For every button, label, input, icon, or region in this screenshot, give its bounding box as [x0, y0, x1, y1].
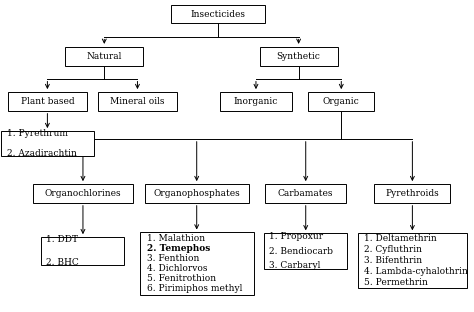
FancyBboxPatch shape [358, 233, 467, 288]
Text: 1. Pyrethrum: 1. Pyrethrum [7, 129, 68, 138]
Text: Organophosphates: Organophosphates [153, 189, 240, 198]
Text: 3. Fenthion: 3. Fenthion [146, 254, 199, 263]
Text: 1. Propoxur: 1. Propoxur [269, 232, 323, 241]
FancyBboxPatch shape [265, 184, 346, 203]
FancyBboxPatch shape [41, 237, 124, 265]
Text: Organochlorines: Organochlorines [45, 189, 121, 198]
Text: 5. Fenitrothion: 5. Fenitrothion [146, 274, 216, 283]
Text: 2. BHC: 2. BHC [46, 258, 79, 267]
Text: Synthetic: Synthetic [277, 52, 320, 61]
FancyBboxPatch shape [264, 233, 347, 269]
FancyBboxPatch shape [33, 184, 133, 203]
FancyBboxPatch shape [140, 232, 254, 295]
FancyBboxPatch shape [308, 92, 374, 111]
Text: Plant based: Plant based [20, 97, 74, 106]
Text: Organic: Organic [323, 97, 360, 106]
Text: Pyrethroids: Pyrethroids [385, 189, 439, 198]
Text: Natural: Natural [87, 52, 122, 61]
Text: 3. Bifenthrin: 3. Bifenthrin [365, 256, 422, 265]
Text: Inorganic: Inorganic [234, 97, 278, 106]
Text: Insecticides: Insecticides [191, 10, 246, 18]
Text: 5. Permethrin: 5. Permethrin [365, 278, 428, 287]
FancyBboxPatch shape [259, 47, 337, 66]
FancyBboxPatch shape [145, 184, 249, 203]
Text: 1. Deltamethrin: 1. Deltamethrin [365, 234, 437, 243]
Text: 6. Pirimiphos methyl: 6. Pirimiphos methyl [146, 284, 242, 293]
Text: 3. Carbaryl: 3. Carbaryl [269, 261, 320, 270]
FancyBboxPatch shape [171, 5, 265, 23]
Text: 1. DDT: 1. DDT [46, 236, 79, 244]
Text: 2. Bendiocarb: 2. Bendiocarb [269, 247, 333, 256]
FancyBboxPatch shape [8, 92, 86, 111]
Text: 2. Azadirachtin: 2. Azadirachtin [7, 149, 77, 158]
Text: 4. Lambda-cyhalothrin: 4. Lambda-cyhalothrin [365, 267, 468, 276]
FancyBboxPatch shape [220, 92, 292, 111]
Text: Carbamates: Carbamates [278, 189, 334, 198]
FancyBboxPatch shape [374, 184, 450, 203]
FancyBboxPatch shape [65, 47, 143, 66]
FancyBboxPatch shape [98, 92, 176, 111]
Text: 1. Malathion: 1. Malathion [146, 234, 205, 243]
Text: 4. Dichlorvos: 4. Dichlorvos [146, 264, 207, 273]
Text: 2. Temephos: 2. Temephos [146, 244, 210, 253]
FancyBboxPatch shape [1, 131, 94, 156]
Text: Mineral oils: Mineral oils [110, 97, 164, 106]
Text: 2. Cyfluthrin: 2. Cyfluthrin [365, 245, 422, 254]
